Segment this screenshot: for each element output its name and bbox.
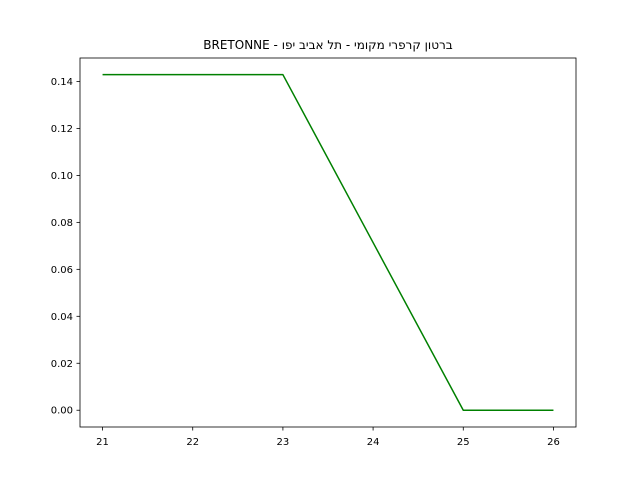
series-line-1 [102,73,554,411]
chart-title: BRETONNE - ברטון קרפרי מקומי - תל אביב י… [203,38,452,52]
x-tick-label: 24 [367,437,380,448]
x-tick-label: 22 [186,437,199,448]
axes-frame [79,57,577,428]
x-tick-label: 21 [96,437,109,448]
x-tick-label: 23 [277,437,290,448]
x-tick-label: 26 [547,437,560,448]
y-tick-label: 0.14 [51,77,73,88]
x-tick-label: 25 [457,437,470,448]
y-tick-label: 0.10 [51,171,73,182]
plot-area: 21 22 23 24 25 26 0.00 0.02 0.04 0.06 0.08 0.10 0.12… [51,57,577,448]
y-tick-label: 0.06 [51,265,73,276]
y-tick-label: 0.00 [51,406,73,417]
y-tick-label: 0.08 [51,218,73,229]
y-tick-label: 0.12 [51,124,73,135]
y-tick-label: 0.04 [51,312,73,323]
y-tick-label: 0.02 [51,359,73,370]
